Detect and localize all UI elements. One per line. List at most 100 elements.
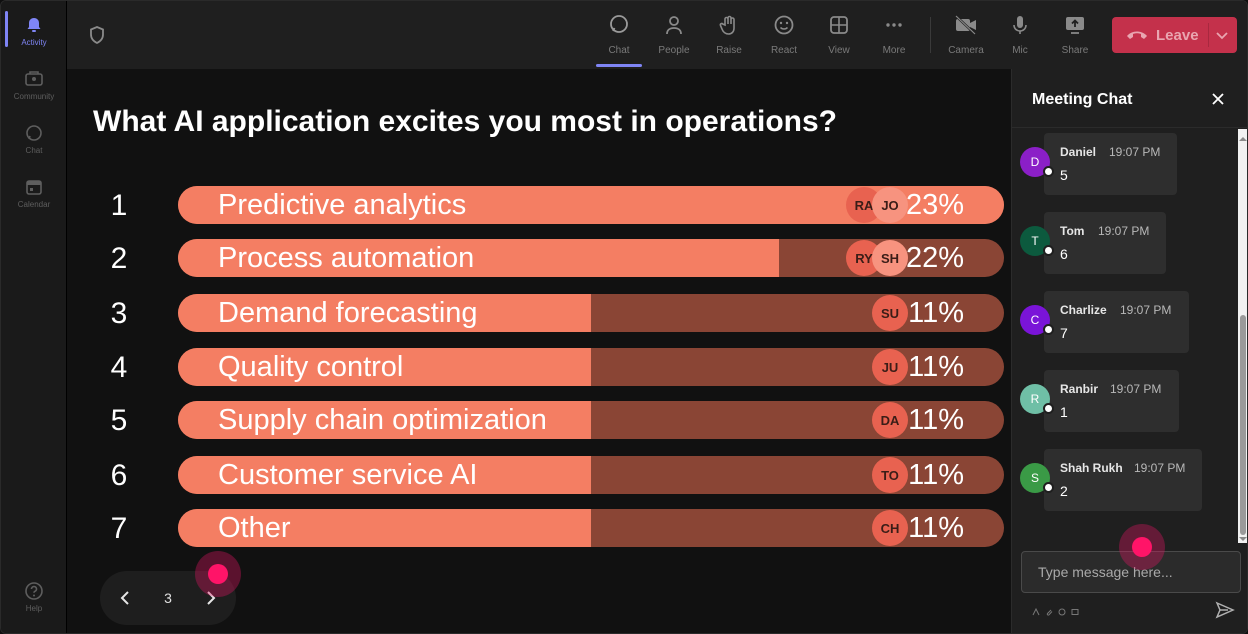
chat-scrollbar[interactable] <box>1238 129 1247 543</box>
message-timestamp: 19:07 PM <box>1120 303 1172 317</box>
message-bubble: Ranbir 19:07 PM 1 <box>1044 370 1179 432</box>
avatar[interactable]: C <box>1020 305 1050 335</box>
poll-question: What AI application excites you most in … <box>93 105 837 138</box>
sender-name: Tom <box>1060 224 1085 238</box>
person-icon <box>662 13 686 37</box>
chevron-left-icon[interactable] <box>114 586 138 610</box>
voter-avatar: SU <box>872 295 908 331</box>
sender-name: Shah Rukh <box>1060 461 1123 475</box>
poll-option-row: 3 Demand forecasting SU 11% <box>67 294 1011 332</box>
message-timestamp: 19:07 PM <box>1109 145 1161 159</box>
presence-status-dot <box>1043 482 1054 493</box>
chat-message-list[interactable]: Daniel 19:07 PM 5 D Tom 19:07 PM 6 T Charlize 19:… <box>1012 129 1238 543</box>
view-button[interactable]: View <box>812 11 866 61</box>
rail-active-indicator <box>5 11 8 47</box>
scroll-down-arrow-icon[interactable] <box>1239 531 1247 541</box>
option-percentage: 22% <box>905 242 964 274</box>
rail-item-activity[interactable]: Activity <box>1 5 67 57</box>
chat-icon <box>607 13 631 37</box>
mic-button[interactable]: Mic <box>993 11 1047 61</box>
option-result-bar: Other CH 11% <box>178 509 1004 547</box>
rail-item-chat[interactable]: Chat <box>1 113 67 165</box>
meeting-toolbar: Chat People Raise React View <box>67 1 1247 69</box>
click-indicator <box>1119 524 1165 570</box>
option-label: Supply chain optimization <box>218 404 547 436</box>
more-button[interactable]: More <box>867 11 921 61</box>
attach-icon[interactable] <box>1045 603 1053 616</box>
option-result-bar: Supply chain optimization DA 11% <box>178 401 1004 439</box>
presence-status-dot <box>1043 245 1054 256</box>
people-button[interactable]: People <box>647 11 701 61</box>
option-percentage: 23% <box>905 189 964 221</box>
camera-button[interactable]: Camera <box>939 11 993 61</box>
sender-name: Ranbir <box>1060 382 1099 396</box>
leave-separator <box>1208 23 1209 47</box>
react-button[interactable]: React <box>757 11 811 61</box>
option-percentage: 11% <box>908 404 964 436</box>
community-icon <box>24 69 44 89</box>
more-dots-icon <box>882 13 906 37</box>
compose-tools <box>1032 603 1079 616</box>
option-label: Other <box>218 512 291 544</box>
option-result-bar: Process automation RY SH 22% <box>178 239 1004 277</box>
format-icon[interactable] <box>1032 603 1040 616</box>
leave-button[interactable]: Leave <box>1112 17 1237 53</box>
option-bar-fill <box>178 456 591 494</box>
phone-hangup-icon <box>1126 28 1148 42</box>
option-label: Demand forecasting <box>218 297 478 329</box>
calendar-icon <box>24 177 44 197</box>
chat-message-input[interactable] <box>1021 551 1241 593</box>
option-percentage: 11% <box>908 351 964 383</box>
message-bubble: Tom 19:07 PM 6 <box>1044 212 1166 274</box>
rail-item-community[interactable]: Community <box>1 59 67 111</box>
option-bar-fill <box>178 401 591 439</box>
scroll-up-arrow-icon[interactable] <box>1239 131 1247 141</box>
presence-status-dot <box>1043 324 1054 335</box>
message-timestamp: 19:07 PM <box>1110 382 1162 396</box>
shield-icon[interactable] <box>87 25 107 45</box>
message-text: 5 <box>1060 167 1068 183</box>
rail-item-calendar[interactable]: Calendar <box>1 167 67 219</box>
option-label: Customer service AI <box>218 459 478 491</box>
presence-status-dot <box>1043 166 1054 177</box>
option-number: 3 <box>110 297 128 330</box>
click-indicator <box>195 551 241 597</box>
chat-message: Charlize 19:07 PM 7 C <box>1020 291 1238 355</box>
app-rail: Activity Community Chat Calendar Help <box>1 1 67 633</box>
share-screen-icon <box>1063 13 1087 37</box>
chat-button[interactable]: Chat <box>592 11 646 67</box>
poll-option-row: 1 Predictive analytics RA JO 23% <box>67 186 1011 224</box>
option-result-bar: Demand forecasting SU 11% <box>178 294 1004 332</box>
option-result-bar: Quality control JU 11% <box>178 348 1004 386</box>
microphone-icon <box>1008 13 1032 37</box>
message-text: 6 <box>1060 246 1068 262</box>
option-number: 1 <box>110 189 128 222</box>
chat-icon <box>24 123 44 143</box>
smiley-icon <box>772 13 796 37</box>
chat-panel-title: Meeting Chat <box>1032 91 1133 108</box>
option-percentage: 11% <box>908 459 964 491</box>
raise-hand-button[interactable]: Raise <box>702 11 756 61</box>
share-button[interactable]: Share <box>1048 11 1102 61</box>
chat-message: Daniel 19:07 PM 5 D <box>1020 133 1238 197</box>
emoji-icon[interactable] <box>1058 603 1066 616</box>
option-number: 7 <box>110 512 128 545</box>
close-icon[interactable] <box>1208 89 1228 109</box>
voter-avatar: TO <box>872 457 908 493</box>
option-bar-fill <box>178 509 591 547</box>
message-bubble: Shah Rukh 19:07 PM 2 <box>1044 449 1202 511</box>
gif-icon[interactable] <box>1071 603 1079 615</box>
scrollbar-thumb[interactable] <box>1240 315 1246 535</box>
poll-option-row: 6 Customer service AI TO 11% <box>67 456 1011 494</box>
message-text: 2 <box>1060 483 1068 499</box>
poll-option-row: 2 Process automation RY SH 22% <box>67 239 1011 277</box>
meeting-chat-panel: Meeting Chat Daniel 19:07 PM 5 D Tom 19:07 PM… <box>1011 69 1247 633</box>
send-icon[interactable] <box>1215 600 1235 620</box>
chevron-right-icon[interactable] <box>198 586 222 610</box>
rail-item-help[interactable]: Help <box>1 571 67 623</box>
message-bubble: Daniel 19:07 PM 5 <box>1044 133 1177 195</box>
chevron-down-icon[interactable] <box>1214 27 1230 43</box>
voter-avatar: JO <box>872 187 908 223</box>
help-icon <box>24 581 44 601</box>
message-timestamp: 19:07 PM <box>1134 461 1186 475</box>
